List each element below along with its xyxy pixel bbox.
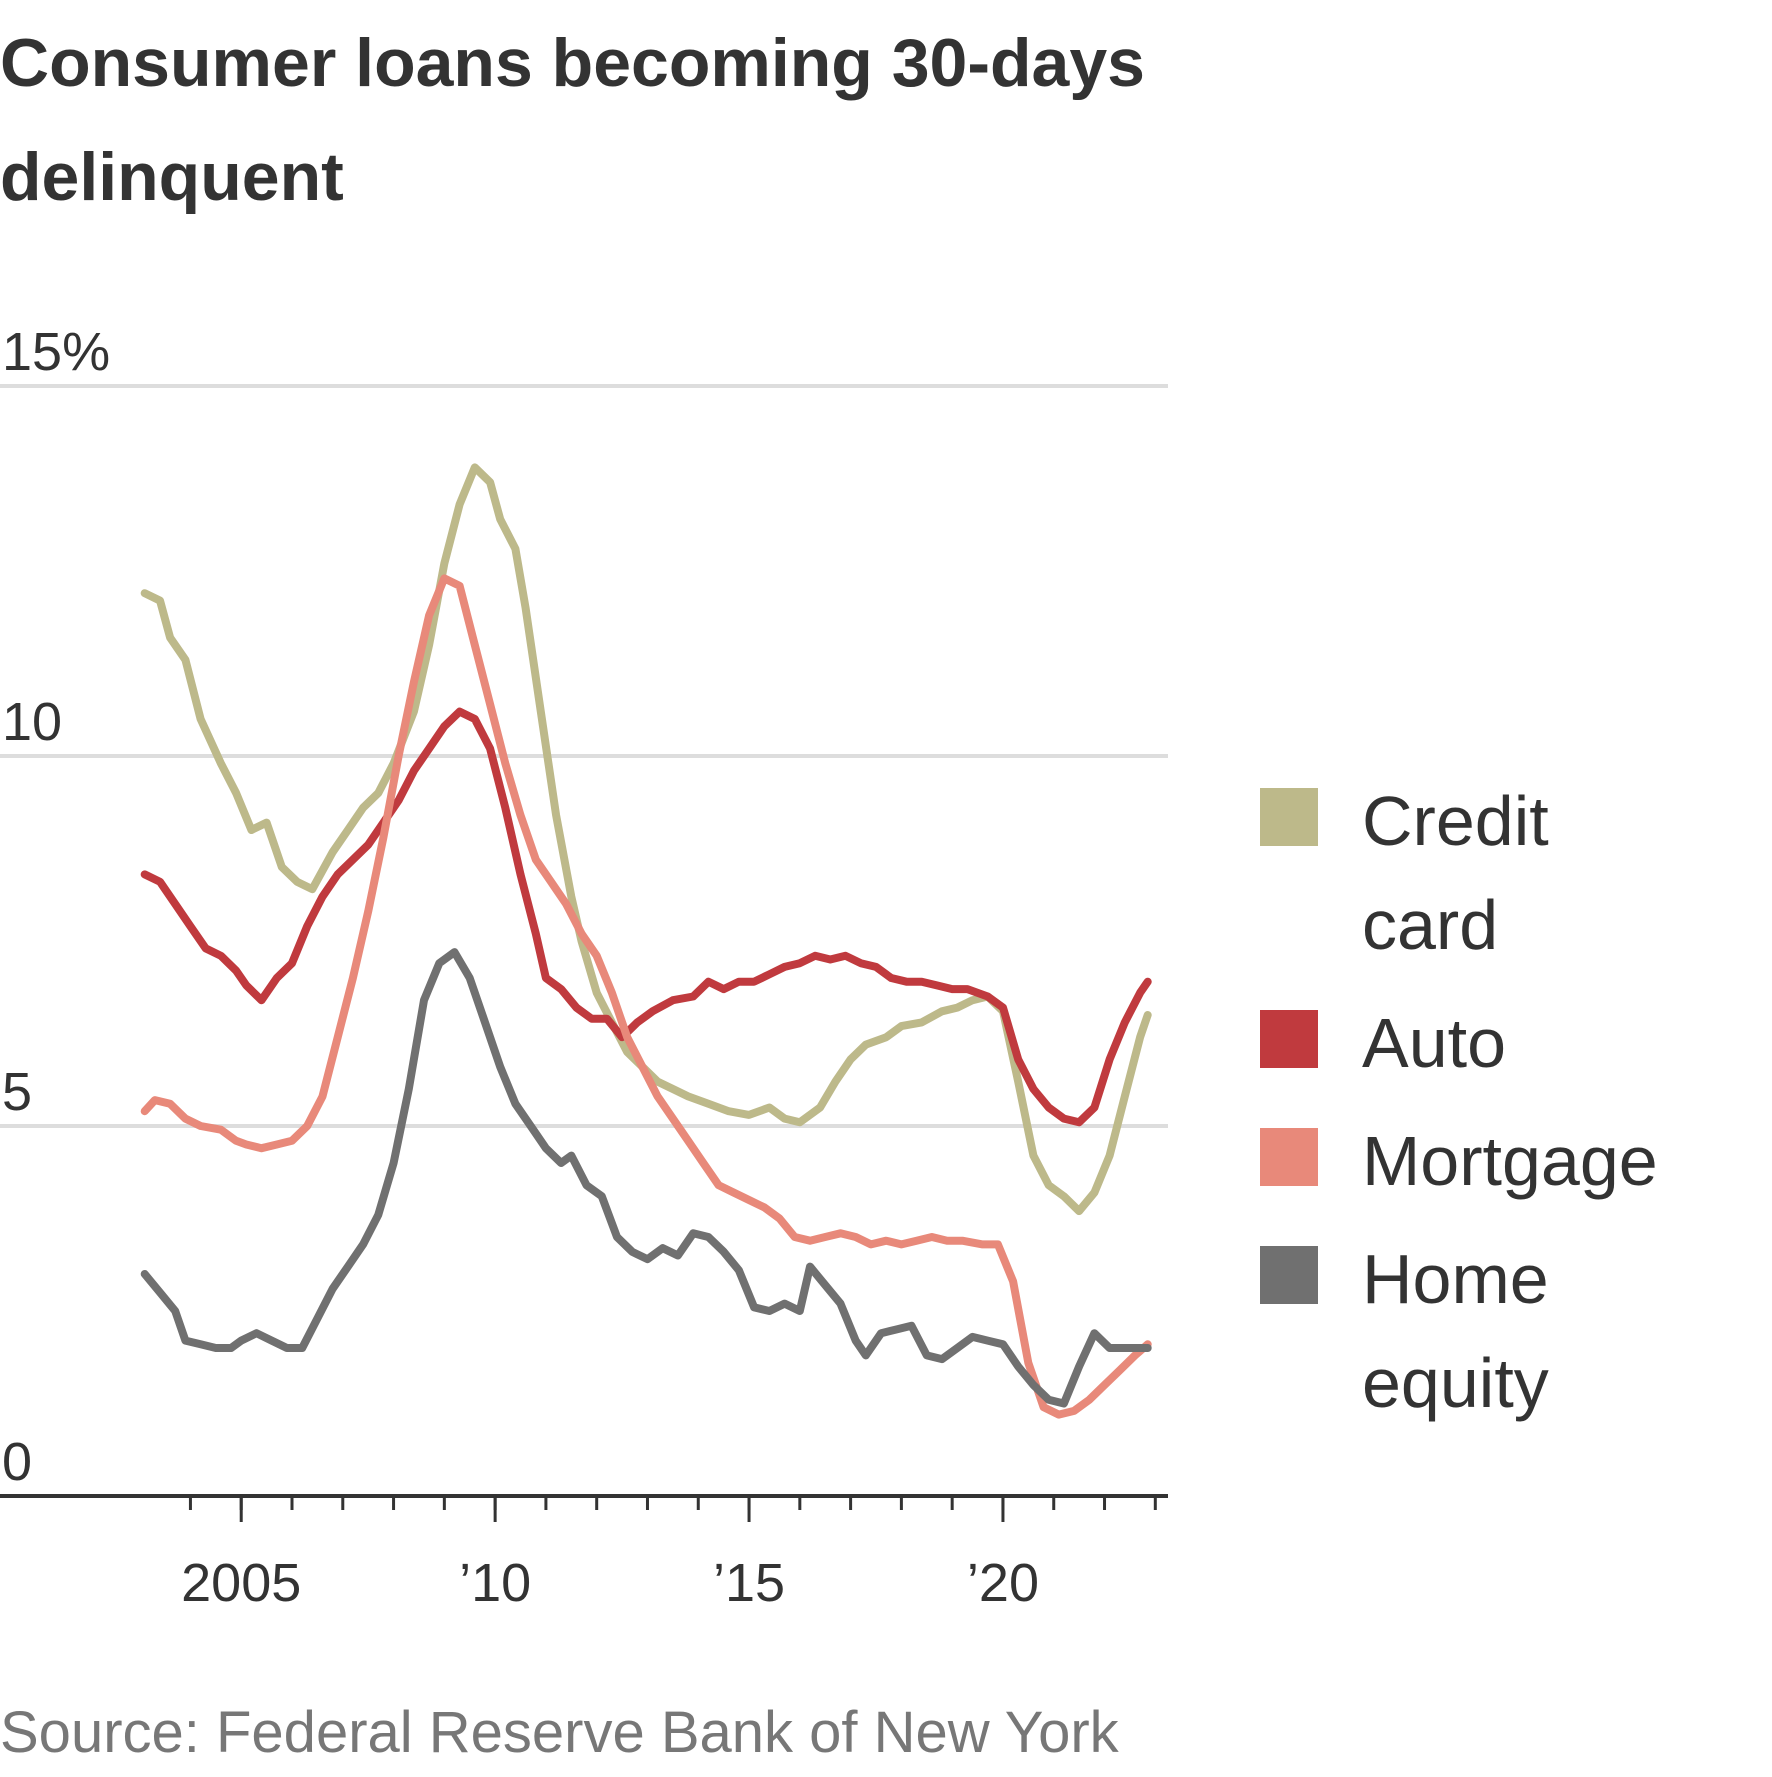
legend-swatch-auto <box>1260 1010 1318 1068</box>
y-axis-tick-labels: 0 5 10 15% <box>2 322 110 1492</box>
series-line-auto <box>140 707 1152 1127</box>
legend-label-home-equity-2: equity <box>1362 1344 1549 1422</box>
legend: Credit card Auto Mortgage Home equity <box>1260 782 1658 1422</box>
legend-label-credit-card-1: Credit <box>1362 782 1549 860</box>
chart-title-line-2: delinquent <box>0 139 344 215</box>
legend-swatch-home-equity <box>1260 1246 1318 1304</box>
y-tick-label-5: 5 <box>2 1062 32 1122</box>
x-tick-label-2010: ’10 <box>459 1553 531 1613</box>
y-tick-label-0: 0 <box>2 1432 32 1492</box>
chart-title-line-1: Consumer loans becoming 30-days <box>0 25 1145 101</box>
x-tick-label-2015: ’15 <box>713 1553 785 1613</box>
series-line-credit-card <box>140 463 1152 1216</box>
y-tick-label-15: 15% <box>2 322 110 382</box>
series-line-home-equity <box>140 948 1152 1408</box>
x-axis: 2005 ’10 ’15 ’20 <box>0 1494 1168 1613</box>
source-note: Source: Federal Reserve Bank of New York <box>0 1700 1120 1765</box>
legend-label-home-equity-1: Home <box>1362 1240 1549 1318</box>
x-tick-label-2005: 2005 <box>181 1553 301 1613</box>
legend-label-credit-card-2: card <box>1362 886 1498 964</box>
series-lines <box>140 463 1152 1419</box>
legend-swatch-mortgage <box>1260 1128 1318 1186</box>
legend-label-mortgage-1: Mortgage <box>1362 1122 1658 1200</box>
y-tick-label-10: 10 <box>2 692 62 752</box>
x-tick-label-2020: ’20 <box>967 1553 1039 1613</box>
legend-swatch-credit-card <box>1260 788 1318 846</box>
series-line-mortgage <box>140 574 1152 1419</box>
legend-label-auto-1: Auto <box>1362 1004 1506 1082</box>
